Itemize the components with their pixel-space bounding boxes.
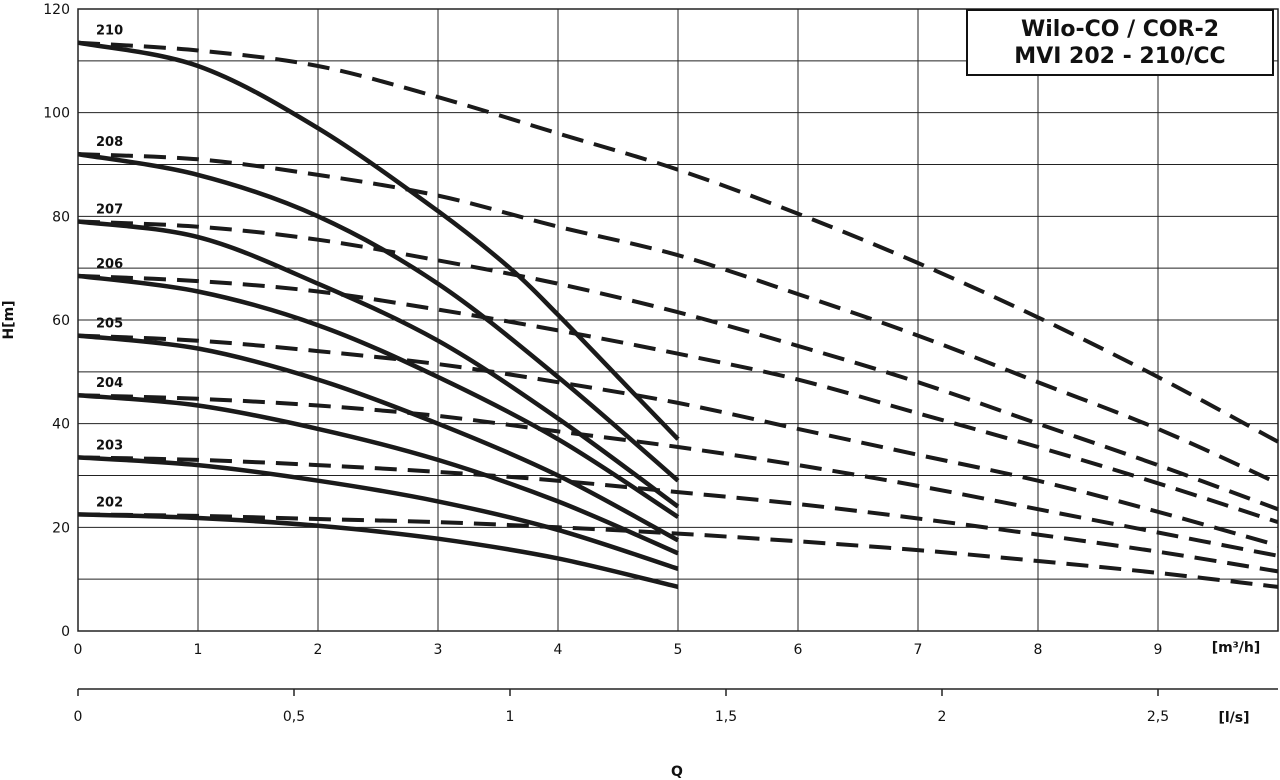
x-tick-label: 1 [194, 642, 203, 658]
labels: 0 20 40 60 80 100 120 0 1 2 3 4 5 6 7 8 9 0 0,5 1 1,5 2 2,5 210… [43, 2, 1169, 725]
y-tick-label: 0 [61, 624, 70, 640]
x2-tick-label: 1 [506, 709, 515, 725]
curve-207-two-pumps [77, 219, 1279, 512]
curve-208-single-pump [77, 151, 680, 483]
chart-title-line-1: Wilo-CO / COR-2 [1020, 16, 1220, 42]
curve-label-206: 206 [96, 257, 123, 272]
x-axis-title: Q [671, 764, 683, 780]
x-tick-label: 5 [674, 642, 683, 658]
curve-202-single-pump [77, 512, 679, 590]
curve-202-two-pumps [77, 512, 1279, 589]
curve-204-single-pump [77, 392, 679, 556]
curve-208-two-pumps [77, 152, 1279, 486]
curve-label-207: 207 [96, 203, 123, 218]
y-tick-label: 20 [52, 520, 70, 536]
x-tick-label: 9 [1154, 642, 1163, 658]
x-tick-label: 7 [914, 642, 923, 658]
x2-tick-label: 2 [938, 709, 947, 725]
curve-label-205: 205 [96, 317, 123, 332]
x2-tick-label: 0,5 [283, 709, 305, 725]
x-tick-label: 4 [554, 642, 563, 658]
curve-206-two-pumps [77, 273, 1279, 525]
curves [77, 40, 1279, 590]
curve-label-202: 202 [96, 495, 123, 510]
curve-203-two-pumps [77, 455, 1279, 574]
curve-label-203: 203 [96, 438, 123, 453]
chart-title-line-2: MVI 202 - 210/CC [1014, 43, 1226, 69]
curve-label-210: 210 [96, 24, 123, 39]
x2-tick-label: 0 [74, 709, 83, 725]
x-tick-label: 3 [434, 642, 443, 658]
curve-203-single-pump [77, 455, 679, 571]
x-tick-label: 6 [794, 642, 803, 658]
curve-label-208: 208 [96, 135, 123, 150]
curve-206-single-pump [77, 273, 680, 519]
curve-210-two-pumps [77, 40, 1279, 444]
x-tick-label: 8 [1034, 642, 1043, 658]
x2-tick-label: 1,5 [715, 709, 737, 725]
x2-tick-label: 2,5 [1147, 709, 1169, 725]
curve-label-204: 204 [96, 376, 123, 391]
x-tick-label: 0 [74, 642, 83, 658]
curve-204-two-pumps [77, 393, 1279, 558]
y-tick-label: 100 [43, 106, 70, 122]
curve-210-single-pump [77, 40, 680, 441]
y-tick-label: 40 [52, 417, 70, 433]
x-axis-unit-m3h: [m³/h] [1212, 640, 1261, 656]
x2-axis-unit-ls: [l/s] [1218, 710, 1249, 726]
y-axis-title: H[m] [1, 300, 17, 339]
y-tick-label: 120 [43, 2, 70, 18]
y-tick-label: 60 [52, 313, 70, 329]
y-tick-label: 80 [52, 209, 70, 225]
chart-title-box: Wilo-CO / COR-2 MVI 202 - 210/CC [966, 9, 1274, 76]
curve-205-two-pumps [77, 333, 1279, 548]
x-tick-label: 2 [314, 642, 323, 658]
